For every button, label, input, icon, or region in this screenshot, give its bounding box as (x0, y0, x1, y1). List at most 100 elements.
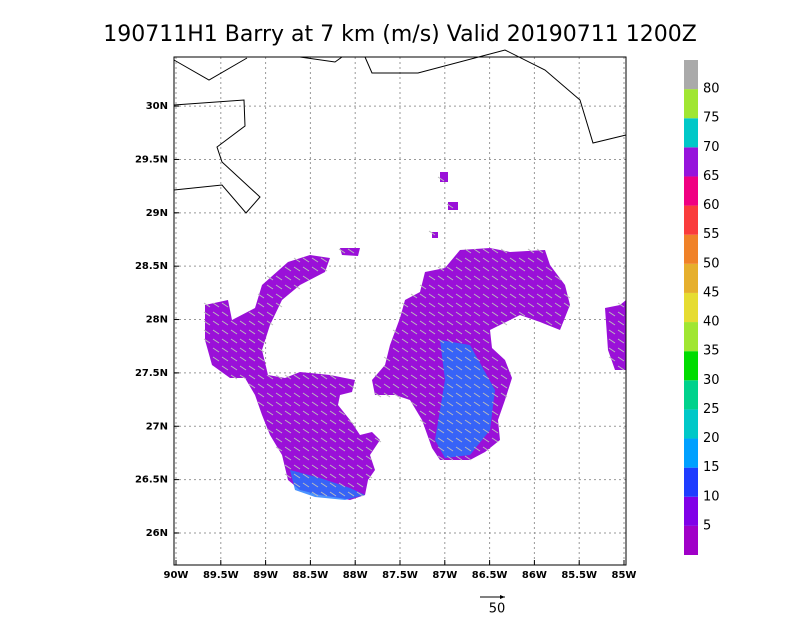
wind-arrow (491, 374, 499, 380)
wind-arrow (248, 329, 256, 335)
wind-arrow (392, 374, 400, 380)
wind-arrow (410, 383, 418, 389)
wind-arrow (491, 266, 499, 272)
wind-arrow (302, 437, 310, 443)
wind-arrow (500, 365, 508, 371)
wind-arrow (419, 311, 427, 317)
wind-arrow (293, 455, 301, 461)
wind-arrow (617, 338, 625, 344)
wind-arrow (401, 338, 409, 344)
wind-arrow (437, 311, 445, 317)
wind-arrow (374, 383, 382, 389)
wind-arrow (554, 320, 562, 326)
wind-arrow (320, 383, 328, 389)
wind-arrow (239, 365, 247, 371)
wind-arrow (311, 437, 319, 443)
wind-arrow (275, 293, 283, 299)
wind-arrow (293, 383, 301, 389)
wind-arrow (302, 257, 310, 263)
wind-arrow (491, 392, 499, 398)
wind-arrow (401, 302, 409, 308)
wind-arrow (410, 392, 418, 398)
wind-arrow (455, 266, 463, 272)
wind-arrow (248, 383, 256, 389)
wind-arrow (509, 275, 517, 281)
wind-arrow (491, 410, 499, 416)
wind-arrow (518, 257, 526, 263)
colorbar-label: 35 (703, 344, 720, 359)
wind-arrow (320, 491, 328, 497)
wind-arrow (365, 464, 373, 470)
wind-arrow (275, 302, 283, 308)
wind-arrow (536, 311, 544, 317)
wind-arrow (275, 401, 283, 407)
wind-arrow (383, 356, 391, 362)
wind-arrow (356, 455, 364, 461)
wind-arrow (311, 419, 319, 425)
wind-arrow (464, 338, 472, 344)
wind-arrow (302, 464, 310, 470)
colorbar-segment (684, 147, 698, 177)
wind-arrow (329, 473, 337, 479)
wind-arrow (473, 284, 481, 290)
y-tick-label: 28.5N (135, 261, 168, 272)
wind-arrow (464, 257, 472, 263)
wind-arrow (311, 410, 319, 416)
wind-arrow (320, 464, 328, 470)
wind-arrow (455, 401, 463, 407)
wind-arrow (482, 347, 490, 353)
colorbar-segment (684, 351, 698, 381)
map-frame (173, 56, 627, 566)
wind-arrow (437, 365, 445, 371)
wind-arrow (437, 329, 445, 335)
wind-arrow (257, 392, 265, 398)
wind-arrow (293, 401, 301, 407)
wind-arrow (284, 266, 292, 272)
wind-arrow (383, 365, 391, 371)
wind-arrow (266, 293, 274, 299)
wind-arrow (527, 284, 535, 290)
wind-arrow (338, 410, 346, 416)
wind-arrow (293, 473, 301, 479)
wind-arrow (455, 347, 463, 353)
wind-arrow (446, 293, 454, 299)
wind-arrow (455, 293, 463, 299)
wind-arrow (365, 473, 373, 479)
wind-arrow (464, 455, 472, 461)
wind-arrow (437, 266, 445, 272)
wind-arrow (410, 338, 418, 344)
colorbar-segment (684, 292, 698, 323)
wind-arrow (455, 302, 463, 308)
wind-arrow (419, 392, 427, 398)
wind-arrow (617, 311, 625, 317)
x-tick-label: 89.5W (203, 570, 239, 581)
wind-arrow (275, 392, 283, 398)
wind-arrow (446, 428, 454, 434)
wind-arrow (284, 275, 292, 281)
wind-arrow (473, 374, 481, 380)
wind-arrow (536, 293, 544, 299)
wind-arrow (446, 455, 454, 461)
wind-arrow (617, 365, 625, 371)
wind-arrow (482, 410, 490, 416)
wind-arrow (401, 320, 409, 326)
wind-arrow (410, 302, 418, 308)
wind-arrow (329, 419, 337, 425)
wind-arrow (608, 356, 616, 362)
wind-arrow (455, 410, 463, 416)
wind-arrow (347, 455, 355, 461)
wind-arrow (428, 428, 436, 434)
wind-arrow (500, 275, 508, 281)
wind-arrow (311, 257, 319, 263)
wind-vectors (203, 176, 625, 497)
colorbar-label: 50 (703, 256, 720, 271)
wind-arrow (500, 383, 508, 389)
wind-arrow (428, 275, 436, 281)
wind-arrow (473, 257, 481, 263)
wind-arrow (293, 392, 301, 398)
wind-arrow (482, 419, 490, 425)
wind-arrow (491, 284, 499, 290)
wind-arrow (536, 302, 544, 308)
y-tick-label: 26.5N (135, 475, 168, 486)
wind-arrow (347, 446, 355, 452)
